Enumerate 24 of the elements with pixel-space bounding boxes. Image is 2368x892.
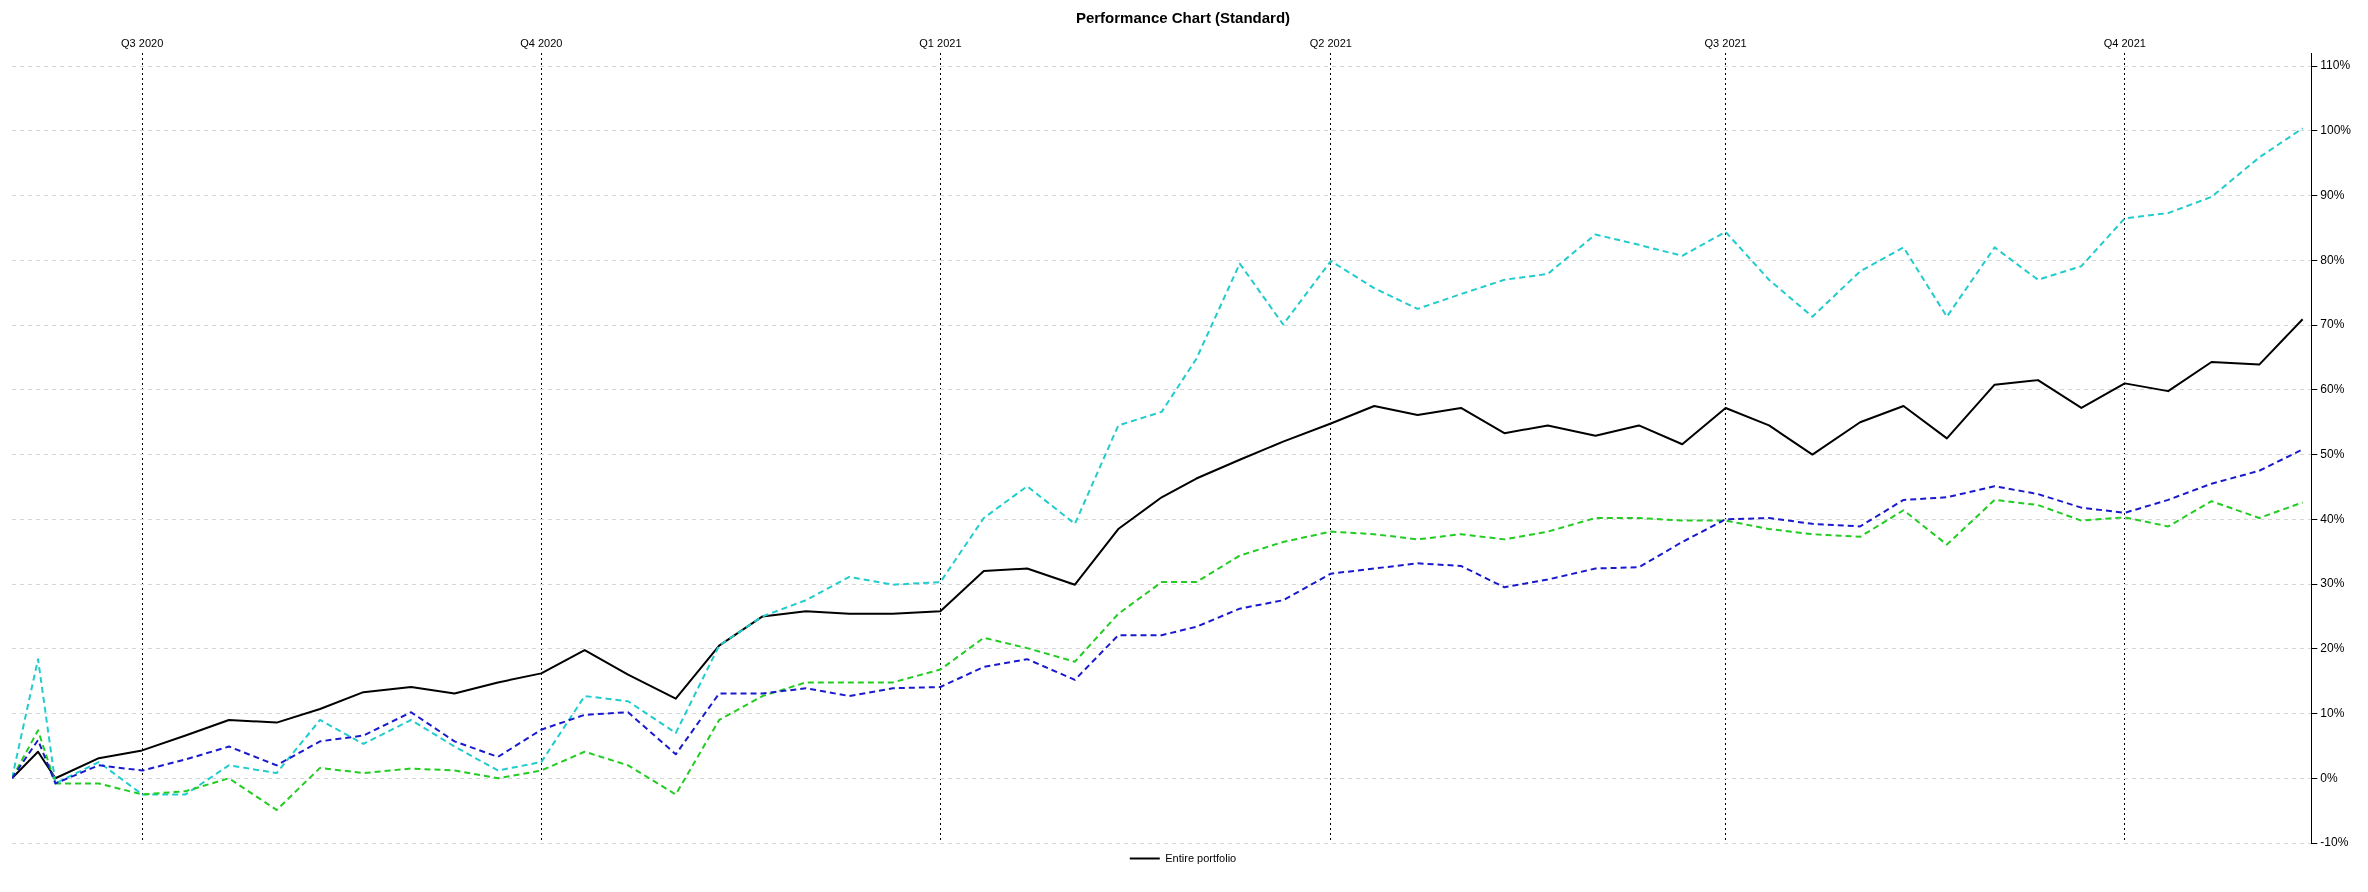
y-tick-label: 110% — [2320, 58, 2351, 73]
y-tick-label: 20% — [2320, 641, 2345, 656]
y-tick-label: 50% — [2320, 446, 2345, 461]
y-tick-label: 40% — [2320, 511, 2345, 526]
line-series — [12, 498, 2304, 811]
y-tick-label: 100% — [2320, 123, 2352, 138]
y-tick-label: 0% — [2320, 770, 2338, 785]
x-tick-label: Q4 2020 — [520, 36, 563, 49]
x-tick-label: Q3 2020 — [121, 36, 164, 49]
x-tick-label: Q1 2021 — [919, 36, 962, 49]
y-tick-label: 80% — [2320, 252, 2345, 267]
y-tick-label: 30% — [2320, 576, 2345, 591]
legend-label: Entire portfolio — [1165, 851, 1237, 864]
x-tick-label: Q3 2021 — [1704, 36, 1747, 49]
chart-title: Performance Chart (Standard) — [1075, 9, 1291, 27]
y-tick-label: 90% — [2320, 187, 2345, 202]
y-tick-label: 70% — [2320, 317, 2345, 332]
y-tick-label: -10% — [2320, 835, 2349, 850]
y-tick-label: 60% — [2320, 382, 2345, 397]
y-tick-label: 10% — [2320, 705, 2345, 720]
x-tick-label: Q4 2021 — [2103, 36, 2146, 49]
line-series — [12, 127, 2304, 796]
x-tick-label: Q2 2021 — [1309, 36, 1352, 49]
line-series — [12, 448, 2304, 785]
